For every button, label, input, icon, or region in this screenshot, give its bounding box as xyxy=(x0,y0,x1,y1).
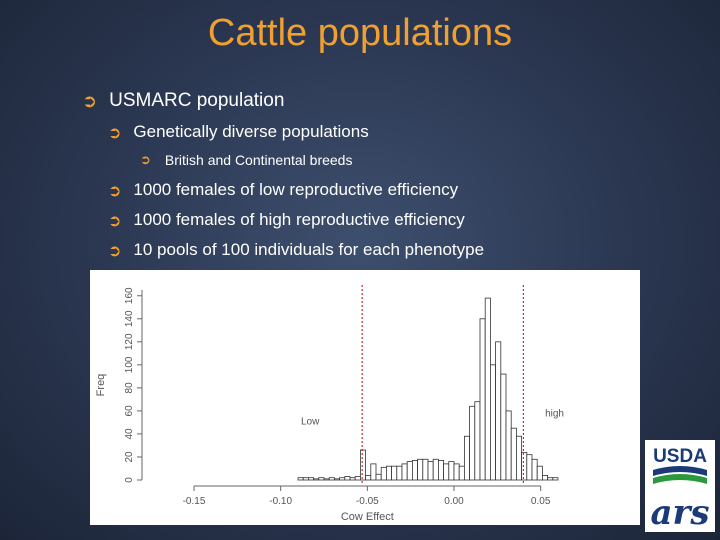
y-tick-label: 160 xyxy=(124,287,135,304)
histogram-bar xyxy=(370,463,377,481)
y-tick-label: 100 xyxy=(124,356,135,373)
histogram-bar xyxy=(510,427,517,481)
histogram-bar xyxy=(495,341,502,481)
histogram-bar xyxy=(531,458,538,481)
y-axis-label: Freq xyxy=(95,374,107,397)
histogram-bar xyxy=(318,477,325,481)
histogram-bar xyxy=(463,435,470,481)
histogram-bar xyxy=(323,478,330,481)
y-tick-label: 40 xyxy=(124,428,135,440)
histogram-bar xyxy=(515,435,522,481)
y-tick-label: 80 xyxy=(124,382,135,394)
circled-right-arrow-icon: ➲ xyxy=(108,210,122,230)
annotation-low: Low xyxy=(301,417,320,428)
y-tick-label: 20 xyxy=(124,451,135,463)
histogram-bar xyxy=(406,461,413,481)
histogram-bar xyxy=(344,476,351,481)
bullet-genetically-diverse: ➲ Genetically diverse populations xyxy=(108,122,369,142)
histogram-bar xyxy=(552,477,559,481)
x-tick-label: -0.05 xyxy=(356,496,379,507)
histogram-bar xyxy=(469,405,476,481)
y-tick-label: 140 xyxy=(124,310,135,327)
x-tick-label: 0.00 xyxy=(444,496,464,507)
usda-logo-field-stripe xyxy=(653,466,707,476)
histogram-bar xyxy=(432,458,439,481)
bullet-high-efficiency: ➲ 1000 females of high reproductive effi… xyxy=(108,210,465,230)
bullet-text: 1000 females of high reproductive effici… xyxy=(133,210,465,229)
histogram-bar xyxy=(302,477,309,481)
histogram-bar xyxy=(474,401,481,481)
circled-right-arrow-icon: ➲ xyxy=(108,240,122,260)
bullet-text: Genetically diverse populations xyxy=(133,122,369,141)
histogram-bar xyxy=(448,461,455,481)
histogram-bar xyxy=(297,477,304,481)
circled-right-arrow-icon: ➲ xyxy=(82,90,98,112)
histogram-bar xyxy=(411,460,418,481)
y-tick-label: 0 xyxy=(124,477,135,483)
bullet-text: 1000 females of low reproductive efficie… xyxy=(133,180,459,199)
bullet-text: USMARC population xyxy=(109,90,285,111)
histogram-bar xyxy=(417,458,424,481)
histogram-bar xyxy=(479,318,486,481)
histogram-bar xyxy=(453,463,460,481)
usda-logo-field-stripe xyxy=(653,474,707,484)
histogram-bar xyxy=(536,465,543,481)
histogram-bar xyxy=(365,474,372,481)
histogram-bar xyxy=(396,465,403,481)
histogram-bar xyxy=(458,465,465,481)
usda-ars-logo-graphic: USDA ars xyxy=(650,446,709,533)
usda-ars-logo: USDA ars xyxy=(645,440,715,533)
histogram-panel: 0 20 40 60 80 100 120 140 160 -0.15 -0.10 -0.05 0.00… xyxy=(90,270,640,525)
histogram-bar xyxy=(349,477,356,481)
histogram-bar xyxy=(422,458,429,481)
circled-right-arrow-icon: ➲ xyxy=(108,122,122,142)
histogram-bar xyxy=(313,478,320,481)
y-tick-label: 60 xyxy=(124,405,135,417)
x-tick-label: 0.05 xyxy=(531,496,551,507)
circled-right-arrow-icon: ➲ xyxy=(140,152,151,168)
bullet-text: British and Continental breeds xyxy=(164,152,353,168)
ars-logo-text: ars xyxy=(650,493,709,532)
histogram-bar xyxy=(391,465,398,481)
histogram-bar xyxy=(505,410,512,481)
annotation-high: high xyxy=(545,409,564,420)
histogram-bar xyxy=(375,473,382,481)
histogram-bar xyxy=(484,297,491,481)
histogram-bar xyxy=(521,451,528,481)
histogram-bar xyxy=(328,477,335,481)
histogram-bar xyxy=(307,477,314,481)
histogram-bar xyxy=(339,477,346,481)
circled-right-arrow-icon: ➲ xyxy=(108,180,122,200)
bullet-british-continental: ➲ British and Continental breeds xyxy=(140,152,352,168)
x-axis-label: Cow Effect xyxy=(341,511,394,523)
histogram-bar xyxy=(401,463,408,481)
histogram-bar xyxy=(437,460,444,481)
histogram-bar xyxy=(354,476,361,481)
histogram-bar xyxy=(427,461,434,481)
histogram-bar xyxy=(333,478,340,481)
histogram-bar xyxy=(500,373,507,481)
x-tick-label: -0.10 xyxy=(269,496,292,507)
histogram-bar xyxy=(443,463,450,481)
histogram-bar xyxy=(359,449,366,481)
usda-logo-text: USDA xyxy=(653,446,707,467)
bullet-pools: ➲ 10 pools of 100 individuals for each p… xyxy=(108,240,484,260)
bullet-usmarc-population: ➲ USMARC population xyxy=(82,90,284,112)
histogram-bar xyxy=(547,477,554,481)
y-tick-label: 120 xyxy=(124,333,135,350)
histogram-bar xyxy=(385,465,392,481)
histogram-bar xyxy=(380,466,387,481)
bullet-low-efficiency: ➲ 1000 females of low reproductive effic… xyxy=(108,180,458,200)
bullet-text: 10 pools of 100 individuals for each phe… xyxy=(133,240,485,259)
histogram-bar xyxy=(526,454,533,481)
slide-title: Cattle populations xyxy=(207,12,513,54)
histogram-bar xyxy=(489,364,496,481)
histogram-bar xyxy=(541,474,548,481)
histogram-chart: 0 20 40 60 80 100 120 140 160 -0.15 -0.10 -0.05 0.00… xyxy=(95,285,564,523)
x-tick-label: -0.15 xyxy=(183,496,206,507)
